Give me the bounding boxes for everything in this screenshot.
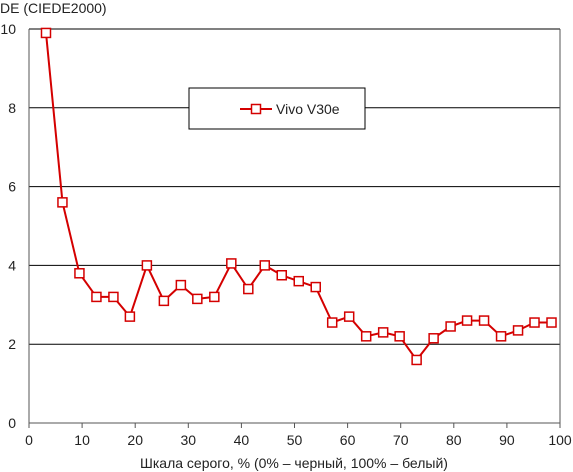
data-point-marker	[276, 270, 288, 281]
x-tick-label: 80	[446, 432, 462, 448]
x-tick-labels: 0 10 20 30 40 50 60 70 80 90 100	[25, 432, 572, 448]
data-point-marker	[428, 333, 439, 344]
y-tick-labels: 0 2 4 6 8 10	[0, 21, 16, 431]
grid-lines	[29, 28, 560, 345]
x-tick-label: 0	[25, 432, 33, 448]
x-tick-label: 90	[499, 432, 515, 448]
y-tick-label: 4	[8, 257, 16, 273]
data-point-marker	[360, 331, 372, 342]
data-point-marker	[259, 260, 271, 271]
data-point-marker	[377, 327, 389, 338]
y-axis-title: DE (CIEDE2000)	[0, 0, 107, 16]
x-tick-label: 20	[127, 432, 143, 448]
y-tick-label: 8	[8, 100, 16, 116]
y-tick-label: 10	[0, 21, 16, 37]
series-line-vivo-v30e	[45, 32, 552, 361]
data-point-marker	[40, 27, 52, 39]
data-point-marker	[57, 197, 68, 208]
data-point-marker	[108, 291, 119, 303]
data-point-marker	[495, 331, 507, 342]
y-tick-label: 2	[8, 336, 16, 352]
data-point-marker	[445, 321, 456, 332]
data-point-marker	[546, 317, 557, 328]
x-tick-label: 100	[548, 432, 572, 448]
data-point-marker	[226, 258, 237, 269]
legend-label: Vivo V30e	[276, 101, 340, 117]
data-point-marker	[529, 317, 540, 328]
data-point-marker	[512, 325, 524, 336]
data-point-marker	[478, 315, 490, 326]
data-point-marker	[209, 291, 220, 303]
data-point-marker	[74, 268, 85, 279]
data-point-marker	[141, 260, 153, 271]
data-point-marker	[192, 293, 203, 305]
x-axis-title: Шкала серого, % (0% – черный, 100% – бел…	[140, 455, 448, 471]
data-point-marker	[411, 354, 422, 366]
data-point-marker	[343, 311, 355, 322]
legend-box	[188, 87, 366, 130]
y-tick-label: 6	[8, 179, 16, 195]
axes	[28, 29, 561, 428]
data-point-marker	[124, 311, 136, 322]
data-point-marker	[326, 317, 338, 328]
x-tick-label: 40	[234, 432, 250, 448]
data-point-marker	[293, 275, 304, 287]
series-line	[45, 32, 552, 361]
data-point-marker	[243, 283, 254, 295]
data-point-marker	[158, 295, 170, 307]
legend-marker-swatch	[250, 103, 262, 115]
data-point-marker	[91, 291, 102, 303]
data-point-marker	[461, 315, 473, 326]
x-tick-label: 30	[181, 432, 197, 448]
x-tick-label: 10	[74, 432, 90, 448]
series-markers	[40, 27, 557, 366]
x-tick-label: 50	[287, 432, 303, 448]
data-point-marker	[175, 279, 187, 291]
data-point-marker	[310, 281, 321, 293]
x-tick-label: 60	[340, 432, 356, 448]
data-point-marker	[394, 331, 405, 342]
legend: Vivo V30e	[188, 87, 366, 130]
y-tick-label: 0	[8, 415, 16, 431]
x-tick-label: 70	[393, 432, 409, 448]
